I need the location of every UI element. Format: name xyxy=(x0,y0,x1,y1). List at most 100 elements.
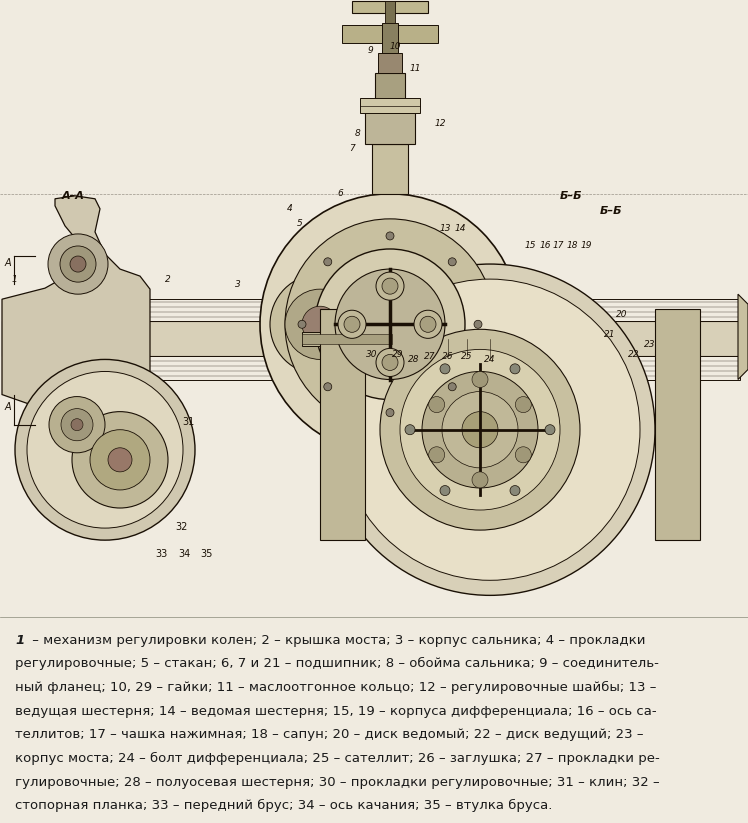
Text: стопорная планка; 33 – передний брус; 34 – ось качания; 35 – втулка бруса.: стопорная планка; 33 – передний брус; 34… xyxy=(15,799,552,812)
Circle shape xyxy=(324,258,332,266)
Circle shape xyxy=(448,258,456,266)
Circle shape xyxy=(61,409,93,441)
Text: 21: 21 xyxy=(604,330,616,339)
Circle shape xyxy=(429,397,445,412)
Circle shape xyxy=(440,486,450,495)
Circle shape xyxy=(70,426,86,443)
Circle shape xyxy=(420,316,436,332)
Circle shape xyxy=(27,371,183,528)
Circle shape xyxy=(376,272,404,300)
Text: ный фланец; 10, 29 – гайки; 11 – маслоотгонное кольцо; 12 – регулировочные шайбы: ный фланец; 10, 29 – гайки; 11 – маслоот… xyxy=(15,681,656,694)
Text: 31: 31 xyxy=(182,416,194,426)
Bar xyxy=(372,143,408,193)
Bar xyxy=(378,53,402,73)
Text: 16: 16 xyxy=(539,241,551,250)
Circle shape xyxy=(48,405,108,465)
Bar xyxy=(655,309,700,540)
Circle shape xyxy=(302,306,338,342)
Text: 1: 1 xyxy=(15,634,24,647)
Text: А: А xyxy=(5,402,12,412)
Text: 33: 33 xyxy=(155,549,168,559)
Bar xyxy=(302,332,392,346)
Text: 3: 3 xyxy=(235,280,241,289)
Circle shape xyxy=(15,360,195,540)
Circle shape xyxy=(285,289,355,360)
Circle shape xyxy=(376,348,404,376)
Text: 4: 4 xyxy=(287,204,293,213)
Circle shape xyxy=(510,486,520,495)
Text: А–А: А–А xyxy=(62,191,85,201)
Circle shape xyxy=(382,278,398,294)
Text: 22: 22 xyxy=(628,350,640,359)
Text: 28: 28 xyxy=(408,355,420,364)
Circle shape xyxy=(422,371,538,488)
Text: 35: 35 xyxy=(200,549,212,559)
Text: Б–Б: Б–Б xyxy=(560,191,583,201)
Circle shape xyxy=(298,320,306,328)
Circle shape xyxy=(442,392,518,467)
Circle shape xyxy=(60,246,96,282)
Bar xyxy=(2,321,312,356)
Text: 25: 25 xyxy=(462,352,473,361)
Circle shape xyxy=(325,264,655,595)
Circle shape xyxy=(72,412,168,508)
Circle shape xyxy=(382,355,398,370)
Text: 24: 24 xyxy=(484,355,496,364)
Text: 10: 10 xyxy=(389,42,401,51)
Circle shape xyxy=(462,412,498,448)
Text: 26: 26 xyxy=(442,352,454,361)
Circle shape xyxy=(510,364,520,374)
Text: 8: 8 xyxy=(355,129,361,138)
Text: 19: 19 xyxy=(580,241,592,250)
Circle shape xyxy=(335,269,445,379)
Circle shape xyxy=(60,416,96,453)
Circle shape xyxy=(472,472,488,488)
Text: 17: 17 xyxy=(552,241,564,250)
Bar xyxy=(375,73,405,104)
Circle shape xyxy=(474,320,482,328)
Circle shape xyxy=(472,371,488,388)
Text: 9: 9 xyxy=(367,46,373,54)
Circle shape xyxy=(90,430,150,490)
Circle shape xyxy=(380,329,580,530)
Text: 5: 5 xyxy=(297,220,303,229)
Bar xyxy=(302,334,392,344)
Text: А: А xyxy=(5,258,12,268)
Bar xyxy=(520,356,740,379)
Circle shape xyxy=(405,425,415,435)
Bar xyxy=(385,1,395,23)
Circle shape xyxy=(48,234,108,294)
Text: 6: 6 xyxy=(337,189,343,198)
Bar xyxy=(382,23,398,53)
Text: 1: 1 xyxy=(11,275,17,284)
Circle shape xyxy=(260,193,520,455)
Circle shape xyxy=(386,232,394,240)
Text: 12: 12 xyxy=(435,119,446,128)
Text: 20: 20 xyxy=(616,309,628,319)
Circle shape xyxy=(338,310,366,338)
Circle shape xyxy=(315,249,465,400)
Circle shape xyxy=(400,350,560,510)
Bar xyxy=(352,1,428,13)
Bar xyxy=(365,104,415,143)
Text: 23: 23 xyxy=(644,340,656,349)
Polygon shape xyxy=(738,294,748,379)
Bar xyxy=(320,309,365,540)
Text: 32: 32 xyxy=(175,522,188,532)
Polygon shape xyxy=(2,196,150,507)
Text: корпус моста; 24 – болт дифференциала; 25 – сателлит; 26 – заглушка; 27 – прокла: корпус моста; 24 – болт дифференциала; 2… xyxy=(15,752,660,765)
Text: 15: 15 xyxy=(524,241,536,250)
Text: 13: 13 xyxy=(439,225,451,234)
Text: 34: 34 xyxy=(178,549,190,559)
Circle shape xyxy=(440,364,450,374)
Circle shape xyxy=(515,397,531,412)
Circle shape xyxy=(414,310,442,338)
Text: 30: 30 xyxy=(367,350,378,359)
Text: 7: 7 xyxy=(349,144,355,153)
Text: регулировочные; 5 – стакан; 6, 7 и 21 – подшипник; 8 – обойма сальника; 9 – соед: регулировочные; 5 – стакан; 6, 7 и 21 – … xyxy=(15,658,659,671)
Circle shape xyxy=(270,274,370,374)
Text: 27: 27 xyxy=(424,352,436,361)
Text: теллитов; 17 – чашка нажимная; 18 – сапун; 20 – диск ведомый; 22 – диск ведущий;: теллитов; 17 – чашка нажимная; 18 – сапу… xyxy=(15,728,643,742)
Circle shape xyxy=(344,316,360,332)
Circle shape xyxy=(49,397,105,453)
